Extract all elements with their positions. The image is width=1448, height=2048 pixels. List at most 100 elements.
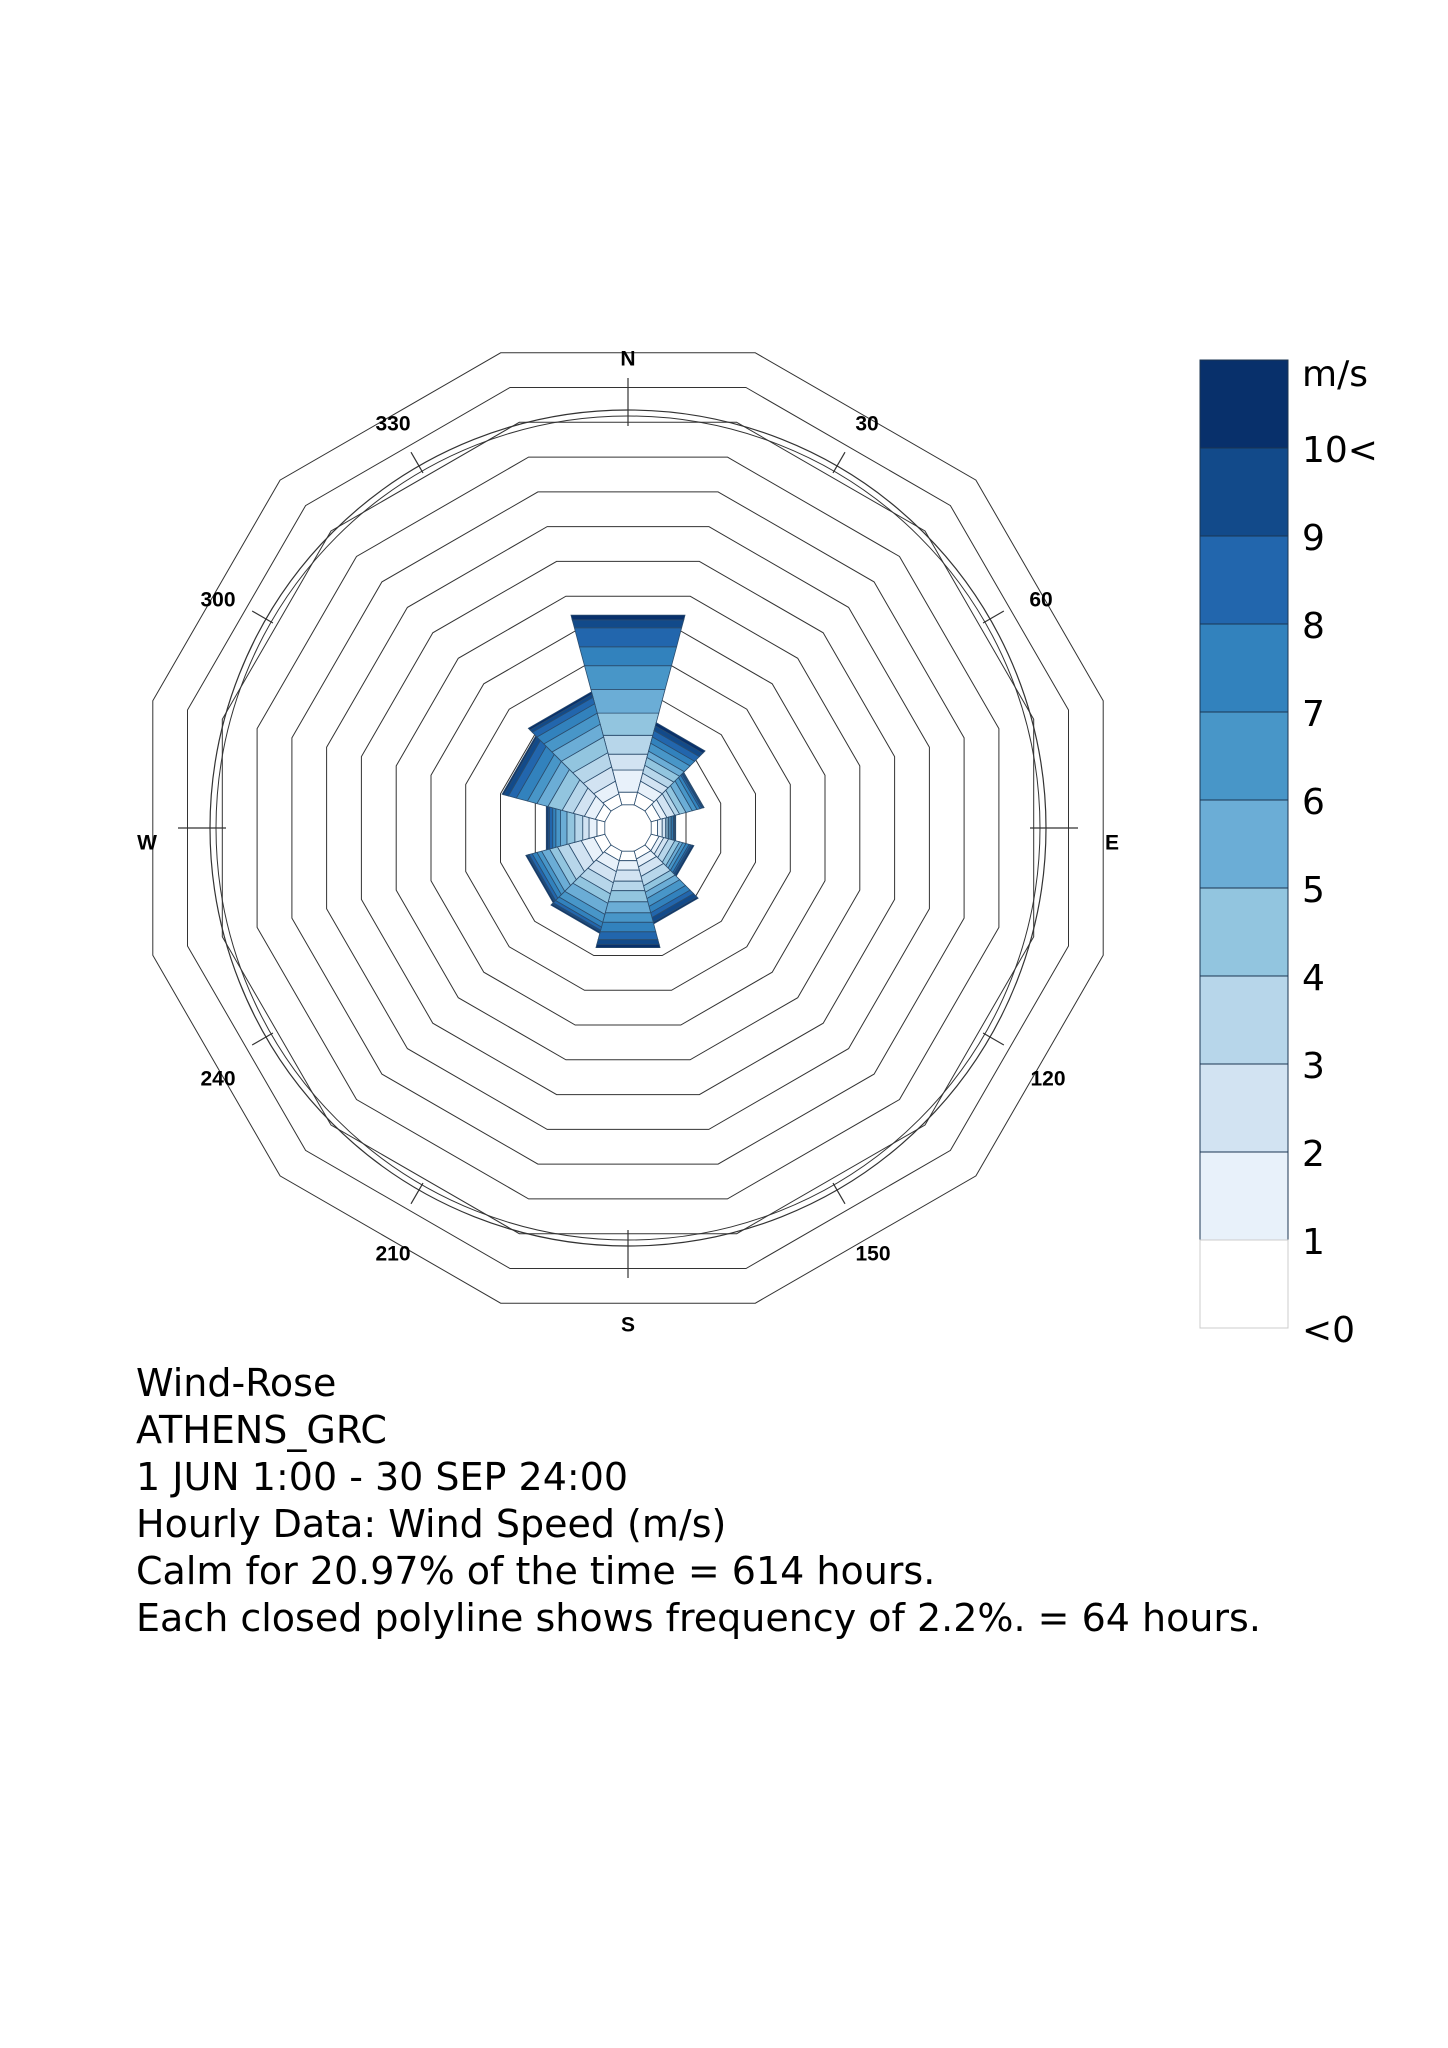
angle-label-240: 240 [200,1068,235,1091]
caption-data-type: Hourly Data: Wind Speed (m/s) [136,1502,727,1546]
legend-label-4: 6 [1302,782,1325,823]
compass-s: S [621,1314,635,1337]
tick-30 [832,451,846,474]
chart-caption: Wind-Rose ATHENS_GRC 1 JUN 1:00 - 30 SEP… [136,1360,1386,1642]
petal-segment-270-band-6 [555,808,561,848]
petal-segment-180-band-5 [604,901,652,914]
petal-segment-0-band-6 [583,665,673,690]
legend-swatch-0 [1199,359,1289,449]
angle-label-330: 330 [375,413,410,436]
petal-segment-0-band-9 [571,619,685,629]
petal-segment-270-band-10 [545,805,549,851]
petal-segment-180-band-9 [596,939,660,945]
angle-label-60: 60 [1029,589,1052,612]
caption-calm: Calm for 20.97% of the time = 614 hours. [136,1549,936,1593]
frequency-ring [326,526,930,1130]
angle-label-210: 210 [375,1243,410,1266]
petal-segment-270-band-7 [552,807,557,849]
petal-segment-180-band-2 [613,869,643,882]
legend-label-3: 7 [1302,694,1325,735]
outer-circle [209,409,1047,1247]
petal-segment-60-band-10 [682,771,705,809]
legend-label-5: 5 [1302,870,1325,911]
frequency-rings [152,352,1104,1304]
petal-segment-0-band-10 [570,614,686,621]
caption-polyline-note: Each closed polyline shows frequency of … [136,1596,1261,1640]
legend-swatch-2 [1199,535,1289,625]
angle-label-150: 150 [855,1243,890,1266]
legend-label-2: 8 [1302,606,1325,647]
petal-segment-270-band-0 [596,819,606,837]
petal-segment-30-band-10 [654,721,706,754]
legend-swatch-4 [1199,711,1289,801]
petal-segment-270-band-2 [582,815,590,841]
legend-swatch-8 [1199,1063,1289,1153]
petal-segment-180-band-10 [595,944,661,948]
outer-circle-inner [215,415,1041,1241]
tick-240 [251,1032,274,1046]
frequency-ring [187,387,1069,1269]
angle-label-30: 30 [855,413,878,436]
petal-segment-180-band-8 [597,931,659,941]
compass-frame [178,378,1078,1278]
legend-label-1: 9 [1302,518,1325,559]
angle-label-120: 120 [1030,1068,1065,1091]
petal-segment-270-band-5 [560,809,568,847]
tick-330 [410,451,424,474]
petal-segment-90-band-1 [657,818,663,838]
legend-label-7: 3 [1302,1046,1325,1087]
petal-segment-180-band-3 [610,880,646,892]
tick-210 [410,1182,424,1205]
frequency-ring [291,491,965,1165]
frequency-ring [465,665,791,991]
petal-segment-270-band-8 [549,806,554,850]
frequency-ring [360,560,896,1096]
petal-segment-270-band-1 [588,817,598,839]
legend-swatch-10 [1199,1239,1289,1329]
legend-label-0: 10< [1302,430,1378,471]
legend-swatch-6 [1199,887,1289,977]
wind-petals [501,614,706,948]
legend-label-10: <0 [1302,1310,1355,1351]
petal-segment-0-band-2 [607,753,649,771]
legend-swatch-7 [1199,975,1289,1065]
tick-300 [251,610,274,624]
petal-segment-0-band-8 [573,627,683,648]
petal-segment-90-band-10 [674,814,677,842]
legend-label-9: 1 [1302,1222,1325,1263]
petal-segment-180-band-6 [602,912,654,923]
caption-location: ATHENS_GRC [136,1408,387,1452]
petal-segment-270-band-4 [566,811,576,845]
tick-120 [982,1032,1005,1046]
petal-segment-210-band-10 [550,903,601,935]
tick-60 [982,610,1005,624]
speed-legend: m/s 10< 9 8 7 6 5 4 3 2 1 <0 [1199,354,1378,1351]
compass-n: N [620,348,635,371]
petal-segment-270-band-3 [574,813,584,843]
petal-segment-0-band-3 [602,734,654,755]
legend-unit: m/s [1302,354,1368,395]
frequency-ring [221,421,1035,1235]
petal-segment-180-band-0 [618,850,638,862]
caption-title: Wind-Rose [136,1361,337,1405]
petal-segment-240-band-10 [525,854,555,904]
tick-150 [832,1182,846,1205]
petal-segment-90-band-2 [661,817,666,839]
angle-label-300: 300 [200,589,235,612]
compass-labels: N E S W 30 60 120 150 210 240 300 330 [137,348,1119,1337]
petal-segment-330-band-10 [527,691,593,731]
compass-w: W [137,832,157,855]
frequency-ring [256,456,1000,1200]
legend-swatch-1 [1199,447,1289,537]
petal-segment-180-band-7 [599,921,657,933]
compass-e: E [1105,832,1119,855]
legend-label-6: 4 [1302,958,1325,999]
frequency-ring [152,352,1104,1304]
legend-label-8: 2 [1302,1134,1325,1175]
caption-period: 1 JUN 1:00 - 30 SEP 24:00 [136,1455,629,1499]
petal-segment-90-band-0 [650,819,658,837]
legend-swatch-9 [1199,1151,1289,1241]
petal-segment-180-band-1 [616,860,640,871]
petal-segment-0-band-7 [578,646,678,667]
